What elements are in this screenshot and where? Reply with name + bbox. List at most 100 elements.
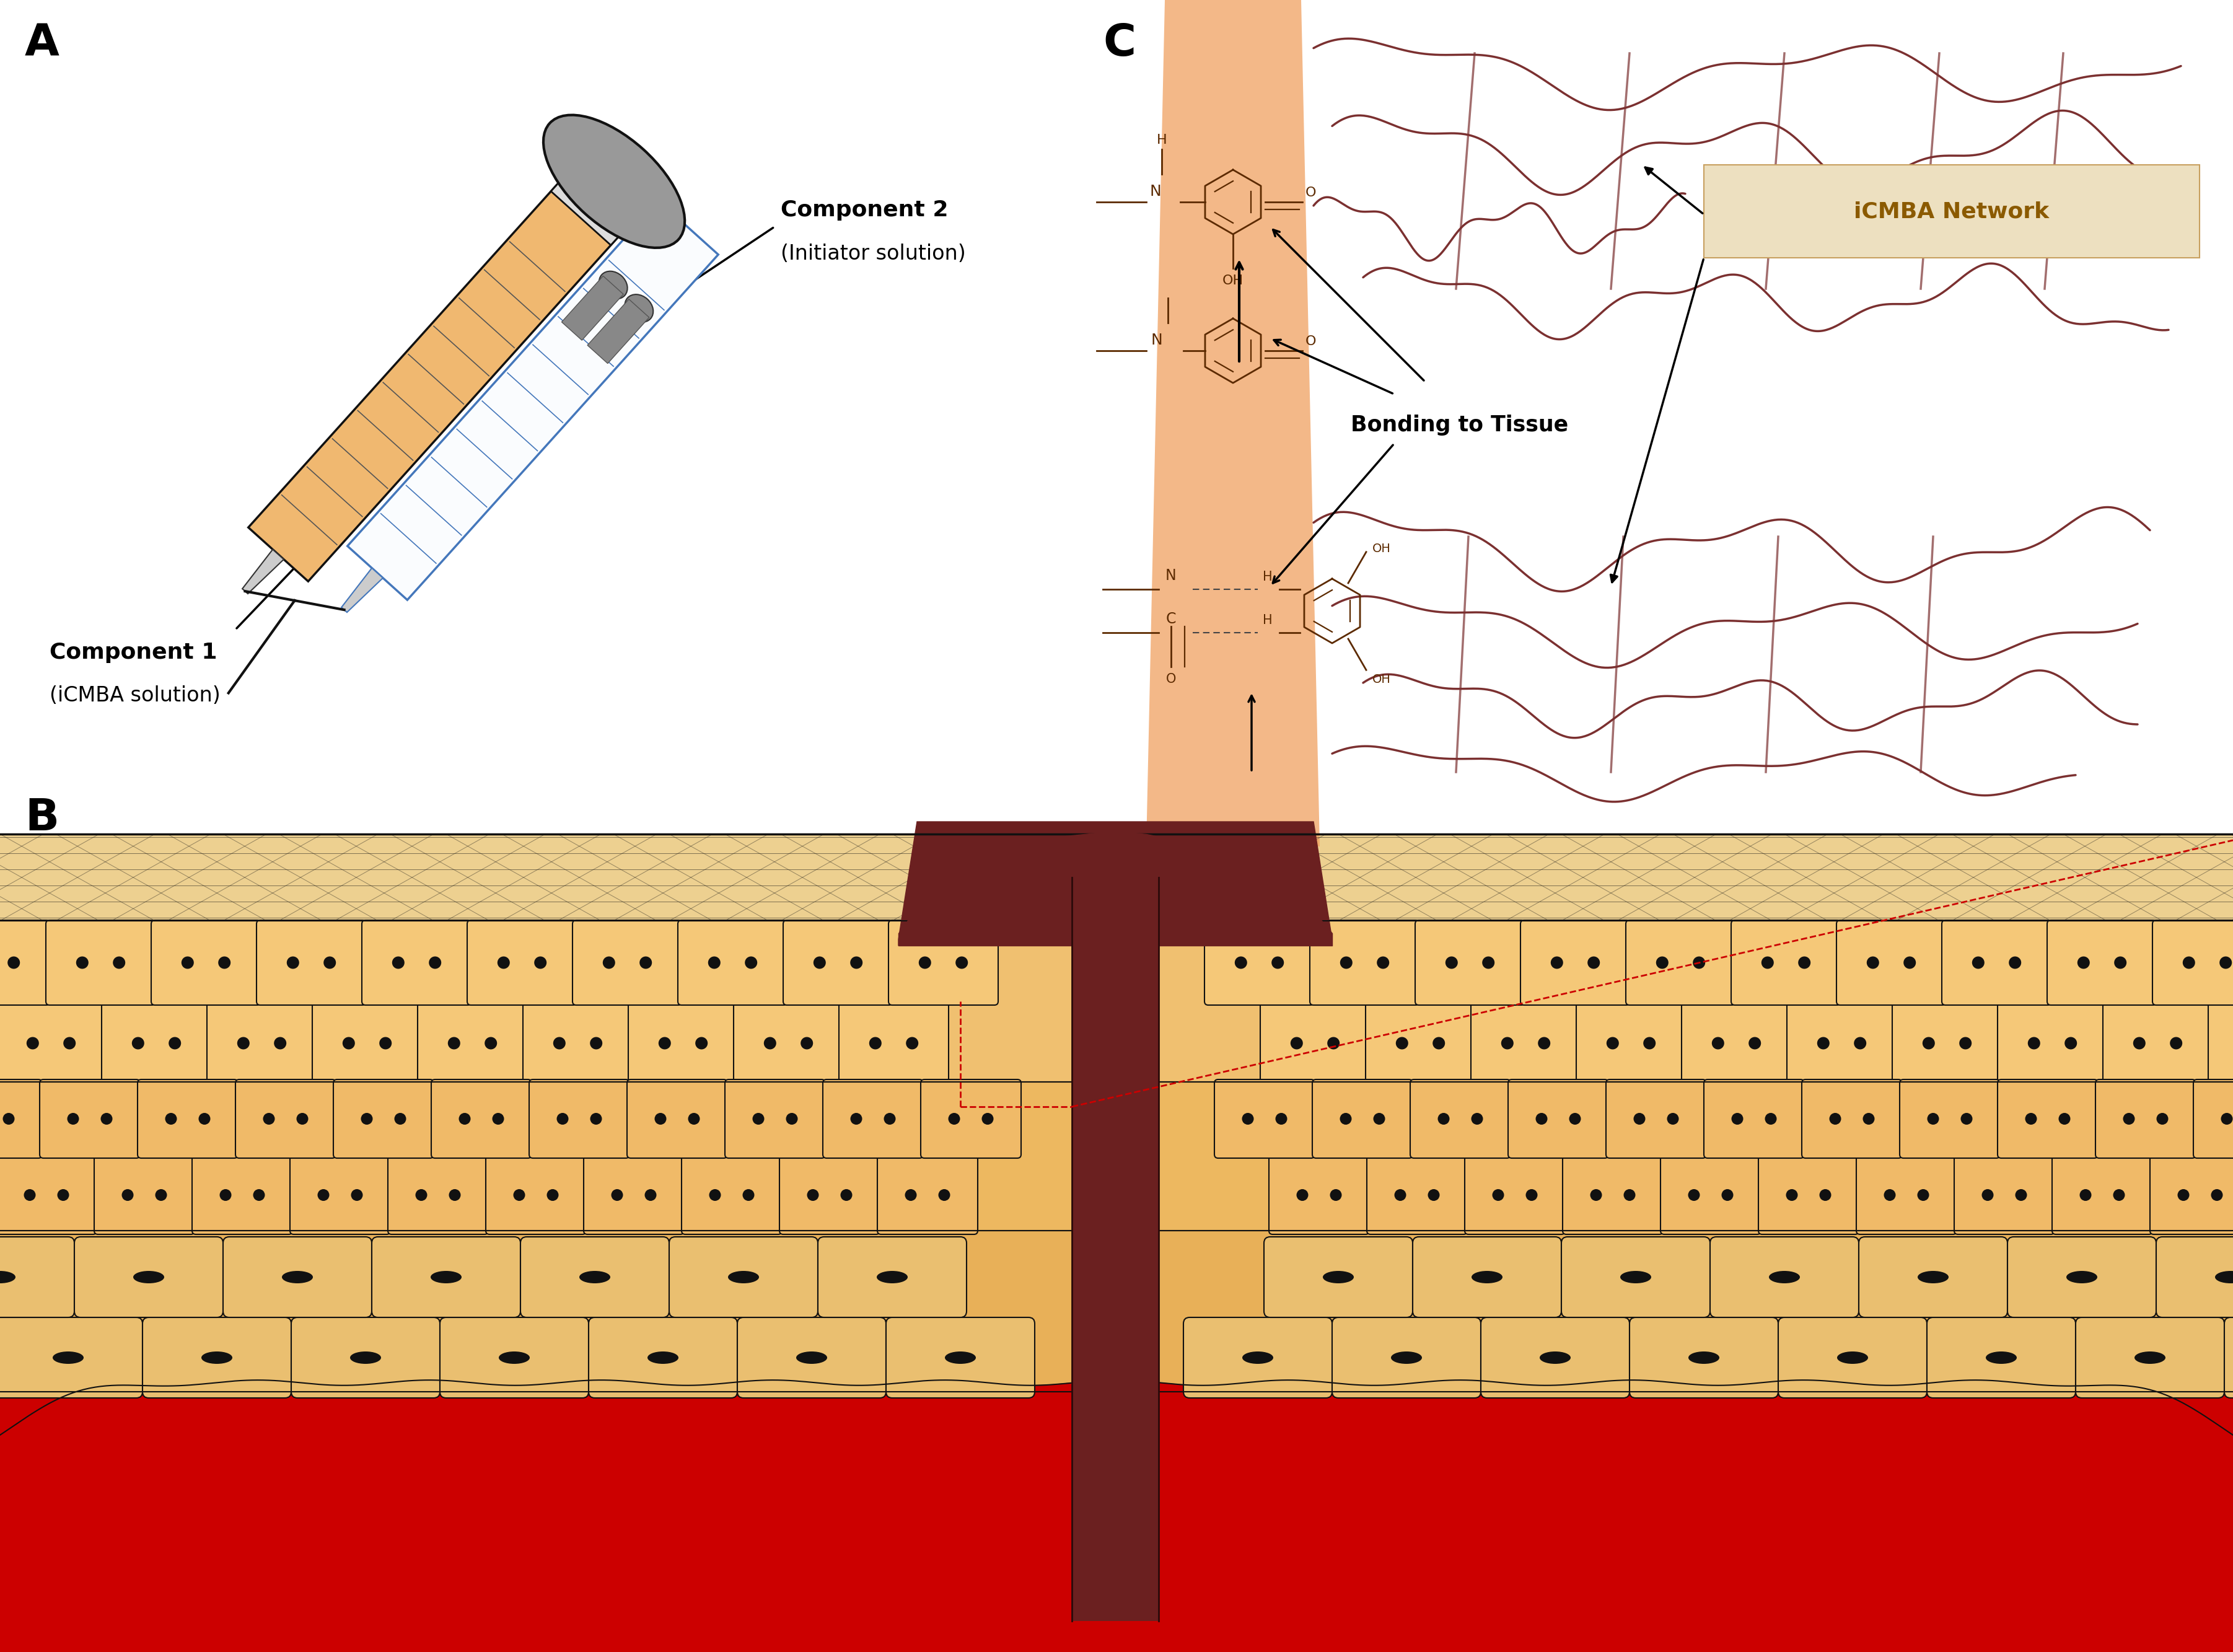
Circle shape [694,1037,708,1049]
Ellipse shape [1688,1351,1719,1365]
Circle shape [556,1113,569,1125]
FancyBboxPatch shape [1802,1079,1903,1158]
Circle shape [1918,1189,1929,1201]
Circle shape [918,957,931,968]
Circle shape [362,1113,373,1125]
Circle shape [1427,1189,1440,1201]
FancyBboxPatch shape [1561,1237,1710,1317]
Circle shape [554,1037,565,1049]
FancyBboxPatch shape [1259,1001,1369,1085]
FancyBboxPatch shape [2224,1317,2233,1398]
Circle shape [869,1037,882,1049]
Circle shape [2077,957,2090,968]
Circle shape [688,1113,699,1125]
Circle shape [498,957,509,968]
Circle shape [76,957,89,968]
Circle shape [2066,1037,2077,1049]
Circle shape [2025,1113,2036,1125]
Circle shape [1340,957,1353,968]
Text: OH: OH [1373,674,1391,686]
FancyBboxPatch shape [1507,1079,1608,1158]
FancyBboxPatch shape [1311,920,1420,1004]
FancyBboxPatch shape [1927,1317,2077,1398]
FancyBboxPatch shape [529,1079,630,1158]
Circle shape [2170,1037,2182,1049]
Circle shape [58,1189,69,1201]
Circle shape [27,1037,38,1049]
FancyBboxPatch shape [2208,1001,2233,1085]
Bar [0,834,2233,920]
FancyBboxPatch shape [1465,1156,1565,1234]
FancyBboxPatch shape [1472,1001,1581,1085]
Circle shape [342,1037,355,1049]
Circle shape [181,957,194,968]
Circle shape [395,1113,406,1125]
FancyBboxPatch shape [840,1001,949,1085]
Circle shape [7,957,20,968]
Circle shape [263,1113,275,1125]
Ellipse shape [728,1270,759,1284]
Ellipse shape [878,1270,907,1284]
FancyBboxPatch shape [583,1156,683,1234]
FancyBboxPatch shape [1563,1156,1664,1234]
Circle shape [1972,957,1985,968]
Circle shape [100,1113,112,1125]
FancyBboxPatch shape [1183,1317,1333,1398]
Bar [1072,877,1159,1621]
Circle shape [590,1113,603,1125]
Circle shape [1378,957,1389,968]
Circle shape [1235,957,1246,968]
Text: (iCMBA solution): (iCMBA solution) [49,686,221,705]
Circle shape [1762,957,1773,968]
FancyBboxPatch shape [2048,920,2157,1004]
Ellipse shape [1472,1270,1503,1284]
FancyBboxPatch shape [1268,1156,1369,1234]
Text: N: N [1152,332,1163,347]
Circle shape [1867,957,1880,968]
Ellipse shape [1621,1270,1650,1284]
Circle shape [1903,957,1916,968]
FancyBboxPatch shape [735,1001,844,1085]
FancyBboxPatch shape [1999,1079,2099,1158]
Circle shape [1536,1113,1547,1125]
Ellipse shape [625,294,654,322]
Text: H: H [1262,615,1273,626]
Circle shape [938,1189,949,1201]
FancyBboxPatch shape [47,920,156,1004]
FancyBboxPatch shape [138,1079,239,1158]
Circle shape [884,1113,895,1125]
Circle shape [753,1113,764,1125]
FancyBboxPatch shape [103,1001,212,1085]
Circle shape [1501,1037,1514,1049]
FancyBboxPatch shape [878,1156,978,1234]
Circle shape [840,1189,853,1201]
FancyBboxPatch shape [94,1156,194,1234]
Circle shape [764,1037,777,1049]
Circle shape [1820,1189,1831,1201]
Text: OH: OH [1373,544,1391,555]
Circle shape [1693,957,1706,968]
FancyBboxPatch shape [1576,1001,1686,1085]
FancyBboxPatch shape [1757,1156,1858,1234]
FancyBboxPatch shape [1891,1001,2003,1085]
Ellipse shape [2066,1270,2097,1284]
FancyBboxPatch shape [1681,1001,1791,1085]
FancyBboxPatch shape [889,920,998,1004]
Circle shape [1525,1189,1539,1201]
Polygon shape [348,200,719,600]
Ellipse shape [134,1270,165,1284]
FancyBboxPatch shape [1836,920,1947,1004]
FancyBboxPatch shape [1480,1317,1630,1398]
Circle shape [2079,1189,2092,1201]
FancyBboxPatch shape [0,1079,42,1158]
Circle shape [1275,1113,1286,1125]
FancyBboxPatch shape [1521,920,1630,1004]
Circle shape [1923,1037,1934,1049]
Polygon shape [563,276,623,340]
Circle shape [1550,957,1563,968]
Circle shape [2157,1113,2168,1125]
Circle shape [639,957,652,968]
Circle shape [67,1113,78,1125]
FancyBboxPatch shape [0,1237,74,1317]
FancyBboxPatch shape [1215,1079,1315,1158]
